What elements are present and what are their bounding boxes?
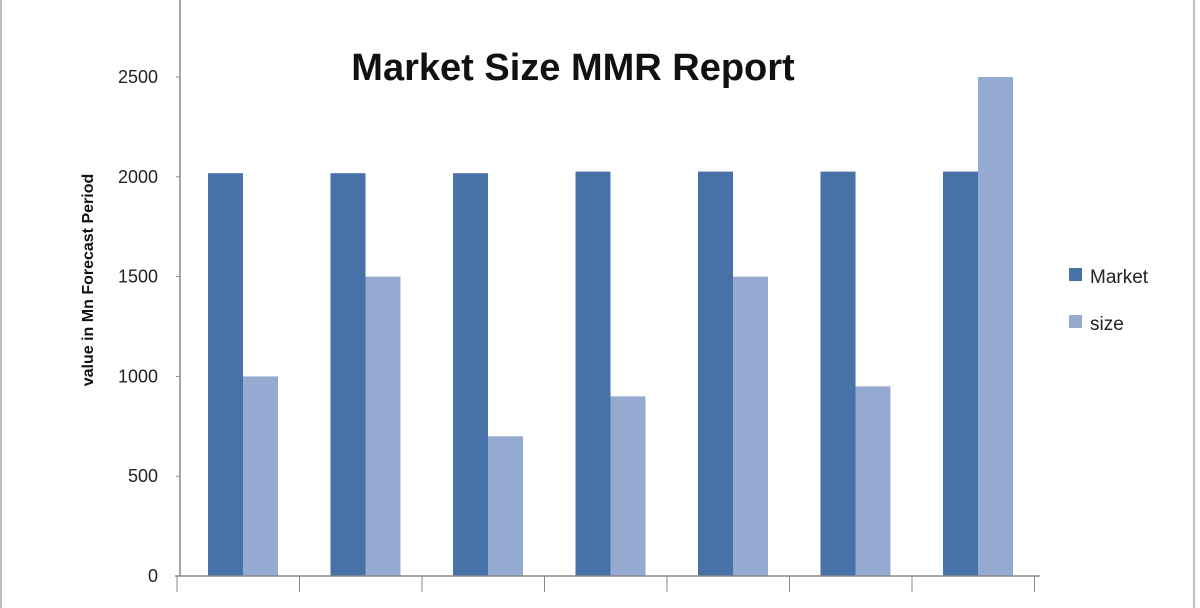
y-tick-label: 1500: [118, 267, 158, 287]
bar-size-5: [733, 276, 768, 576]
y-tick-label: 2500: [118, 67, 158, 87]
bar-market-3: [453, 173, 488, 576]
legend-swatch-size: [1069, 315, 1082, 328]
bar-size-4: [610, 396, 646, 576]
bar-market-6: [820, 171, 856, 576]
bar-size-2: [365, 276, 401, 576]
chart-title: Market Size MMR Report: [351, 47, 795, 89]
y-tick-label: 500: [128, 466, 158, 486]
y-tick-label: 0: [148, 566, 158, 586]
bar-market-4: [575, 171, 611, 576]
bar-market-1: [208, 173, 243, 576]
bar-market-5: [698, 171, 733, 576]
legend-label-market: Market: [1090, 267, 1149, 288]
bar-market-2: [330, 173, 366, 576]
y-axis-label: value in Mn Forecast Period: [80, 174, 97, 387]
y-tick-label: 1000: [118, 366, 158, 386]
bar-size-6: [855, 386, 891, 576]
bar-size-1: [243, 376, 278, 576]
legend-swatch-market: [1069, 268, 1082, 281]
bar-size-7: [978, 77, 1013, 576]
y-tick-label: 2000: [118, 167, 158, 187]
bar-size-3: [488, 436, 523, 576]
bar-market-7: [943, 171, 978, 576]
legend-label-size: size: [1090, 314, 1124, 335]
